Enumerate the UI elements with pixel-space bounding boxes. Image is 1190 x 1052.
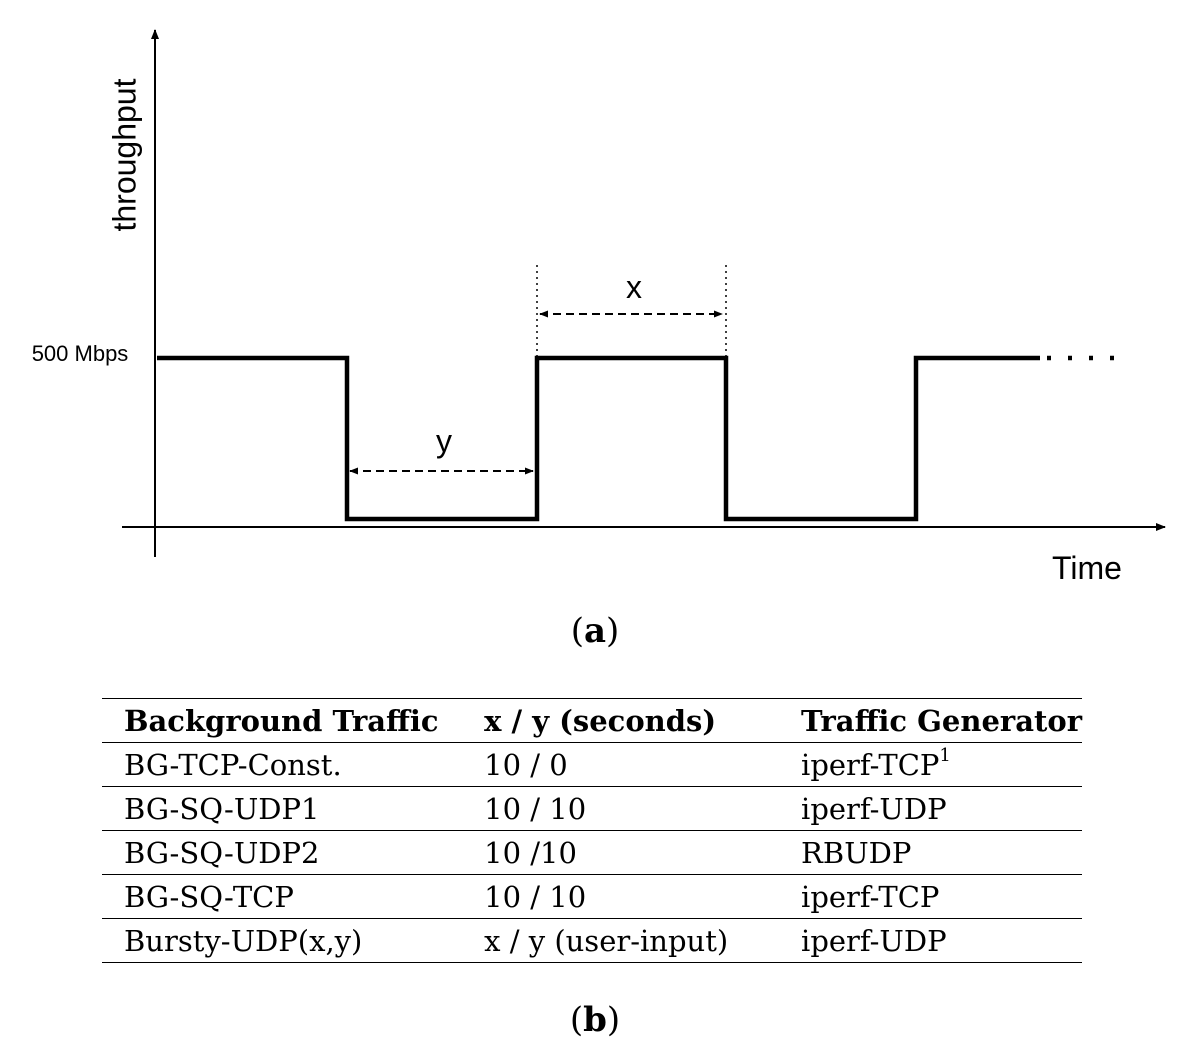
caption-b-letter: b xyxy=(583,1000,607,1040)
cell-x-y: 10 / 0 xyxy=(462,742,780,787)
cell-traffic-generator: iperf-UDP xyxy=(779,786,1082,831)
cell-x-y: 10 /10 xyxy=(462,830,780,875)
header-x-y-seconds: x / y (seconds) xyxy=(462,698,780,743)
cell-x-y: 10 / 10 xyxy=(462,786,780,831)
x-axis-label: Time xyxy=(1052,550,1122,586)
caption-a: (a) xyxy=(570,611,620,651)
cell-traffic-generator: iperf-UDP xyxy=(779,918,1082,963)
table-row: BG-SQ-TCP 10 / 10 iperf-TCP xyxy=(102,874,1082,919)
cell-background-traffic: Bursty-UDP(x,y) xyxy=(102,918,463,963)
y-interval-label: y xyxy=(436,423,452,459)
cell-background-traffic: BG-SQ-TCP xyxy=(102,874,463,919)
square-wave-diagram: throughput Time 500 Mbps x y xyxy=(32,29,1166,586)
header-traffic-generator: Traffic Generator xyxy=(779,698,1082,743)
cell-x-y: 10 / 10 xyxy=(462,874,780,919)
level-label: 500 Mbps xyxy=(32,341,129,366)
table-header-row: Background Traffic x / y (seconds) Traff… xyxy=(102,698,1082,743)
throughput-square-wave xyxy=(157,355,1040,522)
x-interval-label: x xyxy=(626,269,642,305)
caption-a-letter: a xyxy=(583,611,607,651)
table-row: BG-SQ-UDP2 10 /10 RBUDP xyxy=(102,830,1082,875)
cell-traffic-generator: iperf-TCP1 xyxy=(779,742,1082,787)
footnote-marker: 1 xyxy=(939,744,951,766)
cell-background-traffic: BG-SQ-UDP2 xyxy=(102,830,463,875)
y-axis-label: throughput xyxy=(106,78,142,231)
header-background-traffic: Background Traffic xyxy=(102,698,463,743)
table-row: BG-SQ-UDP1 10 / 10 iperf-UDP xyxy=(102,786,1082,831)
cell-traffic-generator: RBUDP xyxy=(779,830,1082,875)
background-traffic-table: Background Traffic x / y (seconds) Traff… xyxy=(102,698,1082,963)
cell-background-traffic: BG-TCP-Const. xyxy=(102,742,463,787)
caption-b: (b) xyxy=(569,1000,621,1040)
cell-traffic-generator: iperf-TCP xyxy=(779,874,1082,919)
cell-x-y: x / y (user-input) xyxy=(462,918,780,963)
table-row: Bursty-UDP(x,y) x / y (user-input) iperf… xyxy=(102,918,1082,963)
generator-name: iperf-TCP xyxy=(801,747,940,782)
table-row: BG-TCP-Const. 10 / 0 iperf-TCP1 xyxy=(102,742,1082,787)
cell-background-traffic: BG-SQ-UDP1 xyxy=(102,786,463,831)
